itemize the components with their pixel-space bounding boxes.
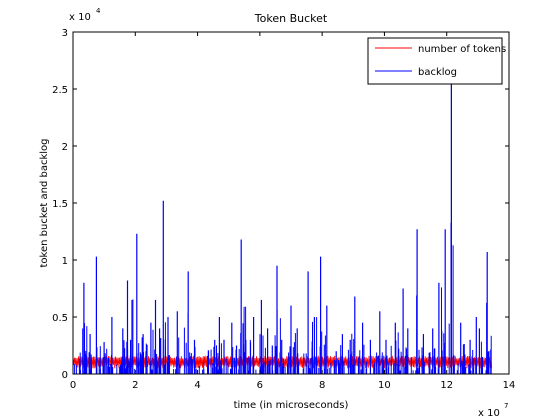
legend-label-number-of-tokens: number of tokens bbox=[418, 44, 506, 55]
y-tick-label: 2.5 bbox=[52, 85, 68, 96]
y-tick-label: 1 bbox=[62, 256, 68, 267]
x-tick-label: 8 bbox=[319, 380, 325, 391]
y-tick-label: 2 bbox=[62, 142, 68, 153]
x-axis-multiplier: x 10 bbox=[478, 408, 500, 419]
y-axis-multiplier: x 10 bbox=[69, 12, 91, 23]
y-axis-exponent: 4 bbox=[96, 7, 101, 15]
x-tick-label: 6 bbox=[257, 380, 263, 391]
x-axis-label: time (in microseconds) bbox=[234, 400, 349, 411]
x-tick-label: 4 bbox=[194, 380, 200, 391]
legend-box bbox=[367, 37, 503, 85]
x-tick-label: 12 bbox=[440, 380, 453, 391]
y-tick-label: 3 bbox=[62, 28, 68, 39]
x-axis-ticks: 0 2 4 6 8 10 12 14 bbox=[70, 32, 516, 391]
legend-label-backlog: backlog bbox=[418, 67, 457, 78]
y-tick-label: 0 bbox=[62, 370, 68, 381]
y-tick-label: 0.5 bbox=[52, 313, 68, 324]
legend: number of tokens backlog bbox=[367, 37, 506, 85]
series-backlog bbox=[74, 83, 492, 374]
y-axis-label: token bucket and backlog bbox=[39, 138, 50, 267]
x-tick-label: 0 bbox=[70, 380, 76, 391]
x-tick-label: 2 bbox=[132, 380, 138, 391]
chart-title: Token Bucket bbox=[254, 12, 328, 25]
x-axis-exponent: 7 bbox=[504, 402, 508, 410]
y-axis-ticks: 0 0.5 1 1.5 2 2.5 3 bbox=[52, 28, 509, 381]
y-tick-label: 1.5 bbox=[52, 199, 68, 210]
x-tick-label: 10 bbox=[378, 380, 391, 391]
x-tick-label: 14 bbox=[503, 380, 516, 391]
